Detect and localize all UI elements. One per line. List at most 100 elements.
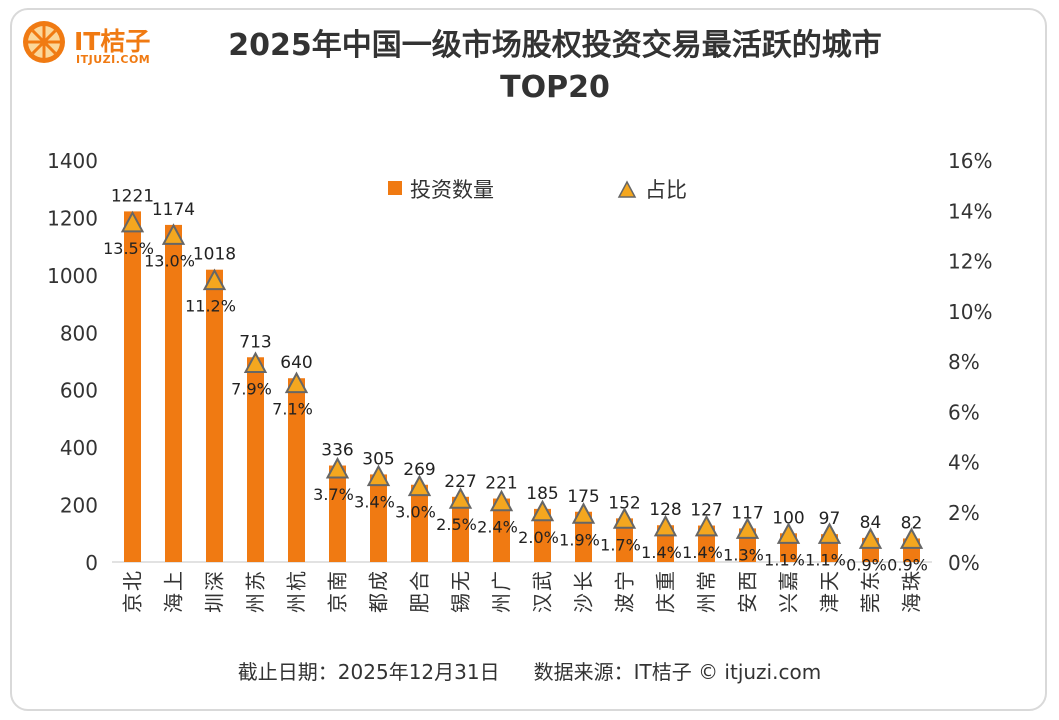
share-value-label: 1.3% — [723, 545, 764, 564]
category-label: 州 — [285, 593, 309, 613]
left-axis-tick: 400 — [60, 436, 98, 460]
share-value-label: 2.0% — [518, 528, 559, 547]
share-value-label: 1.1% — [805, 550, 846, 569]
category-label: 西 — [736, 571, 760, 591]
bar — [411, 484, 428, 562]
category-label: 津 — [818, 593, 842, 613]
bar — [124, 211, 141, 563]
category-label: 珠 — [900, 571, 924, 591]
category-label: 东 — [859, 571, 883, 591]
category-label: 都 — [367, 593, 391, 613]
bar-value-label: 84 — [860, 513, 882, 533]
category-label: 莞 — [859, 593, 883, 613]
category-label: 长 — [572, 571, 596, 591]
chart-title: 2025年中国一级市场股权投资交易最活跃的城市 — [228, 28, 882, 63]
share-marker — [817, 522, 842, 544]
category-label: 天 — [818, 571, 842, 591]
right-axis-tick: 12% — [948, 250, 992, 274]
category-label: 汉 — [531, 593, 555, 613]
category-label: 武 — [531, 571, 555, 591]
bar-value-label: 127 — [690, 501, 722, 521]
category-label: 海 — [162, 593, 186, 613]
category-label: 海 — [900, 593, 924, 613]
category-label: 州 — [490, 593, 514, 613]
right-axis-tick: 0% — [948, 551, 980, 575]
category-label: 宁 — [613, 571, 637, 591]
bar-value-label: 1018 — [193, 245, 236, 265]
right-axis-tick: 8% — [948, 350, 980, 374]
data-source: 数据来源：IT桔子 © itjuzi.com — [533, 660, 822, 684]
category-label: 圳 — [203, 593, 227, 613]
category-label: 兴 — [777, 593, 801, 613]
share-marker — [653, 514, 678, 537]
category-label: 沙 — [572, 593, 596, 613]
brand-url: ITJUZI.COM — [76, 53, 151, 66]
category-label: 杭 — [285, 571, 309, 591]
share-marker — [899, 527, 924, 549]
bar — [288, 378, 305, 562]
legend-share-label: 占比 — [645, 178, 687, 202]
share-marker — [161, 223, 186, 245]
bar — [534, 508, 551, 562]
left-axis-tick: 1400 — [47, 149, 98, 173]
brand-logo: IT桔子 ITJUZI.COM — [22, 18, 172, 70]
right-axis-tick: 14% — [948, 199, 992, 223]
share-marker — [243, 351, 268, 374]
share-value-label: 2.5% — [436, 515, 477, 534]
share-marker — [735, 517, 760, 539]
bar — [370, 474, 387, 562]
category-label: 波 — [613, 593, 637, 613]
share-value-label: 7.9% — [231, 380, 272, 399]
bar-value-label: 227 — [444, 472, 476, 492]
share-value-label: 7.1% — [272, 400, 313, 419]
bar — [329, 465, 346, 562]
bar-value-label: 269 — [403, 460, 435, 480]
bar — [575, 511, 592, 562]
category-label: 深 — [203, 571, 227, 591]
share-marker — [858, 527, 883, 549]
bar-value-label: 221 — [485, 474, 517, 494]
share-marker — [407, 474, 432, 497]
bar-value-label: 305 — [362, 449, 394, 469]
category-label: 上 — [162, 571, 186, 591]
bar-value-label: 336 — [321, 441, 353, 461]
share-value-label: 1.4% — [682, 543, 723, 562]
share-marker — [776, 522, 801, 544]
bar-value-label: 82 — [901, 513, 923, 533]
bar-value-label: 175 — [567, 487, 599, 507]
right-axis-tick: 6% — [948, 400, 980, 424]
bar-value-label: 1174 — [152, 200, 195, 220]
footer: 截止日期：2025年12月31日 数据来源：IT桔子 © itjuzi.com — [0, 656, 1059, 685]
left-axis-tick: 800 — [60, 321, 98, 345]
category-label: 无 — [449, 571, 473, 591]
bar-value-label: 128 — [649, 500, 681, 520]
right-axis-tick: 16% — [948, 149, 992, 173]
category-label: 重 — [654, 571, 678, 591]
share-value-label: 2.4% — [477, 518, 518, 537]
chart-subtitle: TOP20 — [500, 70, 610, 105]
share-marker — [489, 489, 514, 512]
share-value-label: 3.0% — [395, 503, 436, 522]
share-marker — [284, 371, 309, 394]
share-value-label: 1.9% — [559, 530, 600, 549]
category-label: 州 — [244, 593, 268, 613]
left-axis-tick: 600 — [60, 379, 98, 403]
bar — [165, 224, 182, 562]
category-label: 庆 — [654, 593, 678, 613]
share-marker — [694, 514, 719, 537]
category-label: 京 — [121, 593, 145, 613]
category-label: 州 — [695, 593, 719, 613]
bar-value-label: 100 — [772, 508, 804, 528]
left-axis-tick: 200 — [60, 494, 98, 518]
share-value-label: 1.1% — [764, 550, 805, 569]
bar-value-label: 713 — [239, 332, 271, 352]
share-marker — [366, 464, 391, 487]
category-label: 南 — [326, 571, 350, 591]
bar-value-label: 1221 — [111, 186, 154, 206]
category-label: 合 — [408, 571, 432, 591]
share-marker — [325, 456, 350, 479]
share-marker — [612, 507, 637, 529]
category-label: 成 — [367, 571, 391, 591]
legend-triangle-icon — [617, 180, 637, 198]
category-label: 广 — [490, 571, 514, 591]
